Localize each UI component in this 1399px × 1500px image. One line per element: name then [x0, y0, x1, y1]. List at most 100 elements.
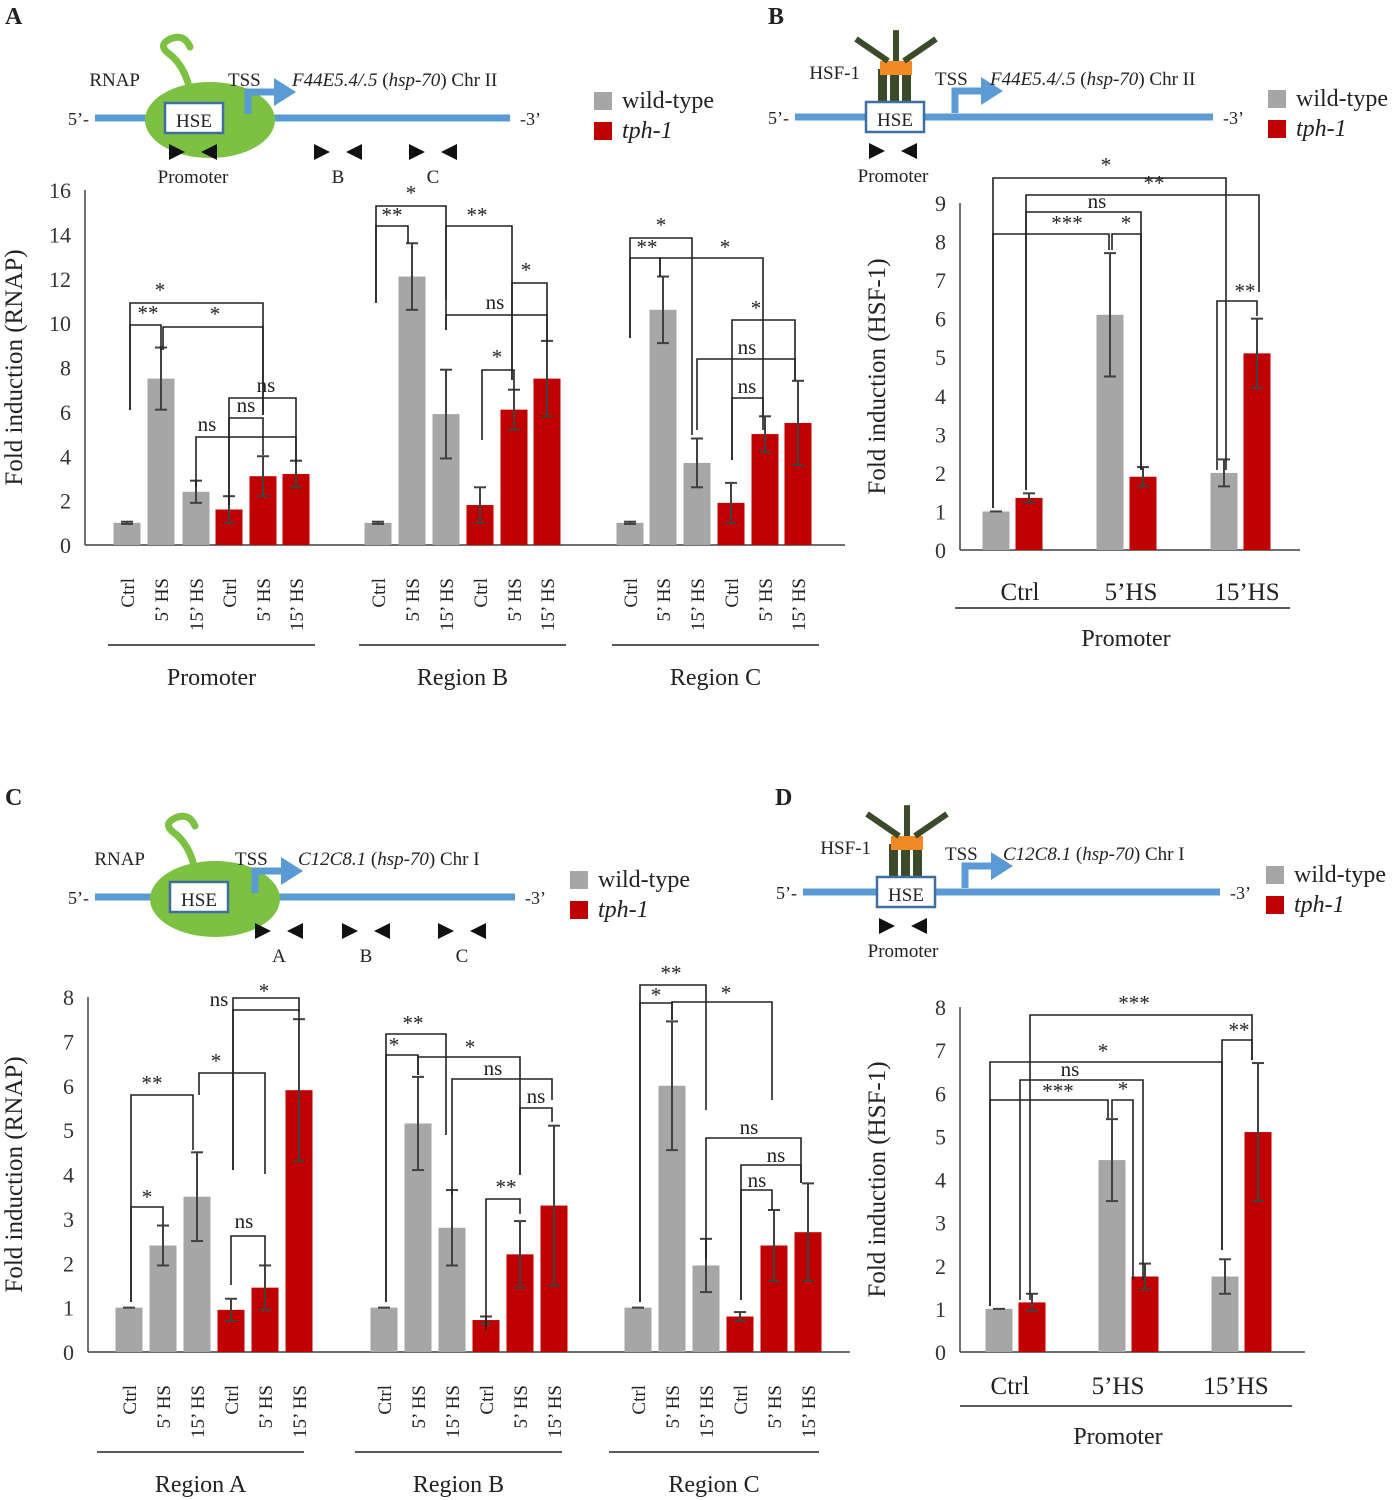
y-tick-label: 7 — [935, 268, 946, 293]
bar — [649, 309, 677, 545]
significance-bracket — [130, 1094, 194, 1302]
category-tick-label: 15’ HS — [538, 578, 559, 631]
significance-bracket — [731, 397, 764, 460]
bar — [624, 1307, 652, 1352]
significance-bracket — [1216, 300, 1258, 470]
group-label: Region B — [413, 1472, 504, 1498]
tss-arrowhead-icon — [274, 78, 296, 106]
significance-label: * — [492, 345, 503, 369]
y-tick-label: 1 — [63, 1296, 74, 1321]
y-tick-label: 6 — [63, 1074, 74, 1099]
bar — [616, 522, 644, 545]
five-prime-label: 5’- — [768, 108, 789, 128]
category-tick-label: Ctrl — [471, 578, 492, 608]
significance-bracket — [129, 324, 162, 410]
significance-label: * — [721, 981, 732, 1005]
significance-label: ** — [382, 203, 403, 227]
category-tick-label: 15’ HS — [799, 1385, 820, 1438]
hsf-subunit-icon — [902, 69, 911, 105]
y-tick-label: 10 — [49, 311, 71, 336]
significance-label: ** — [661, 961, 682, 985]
primer-reverse-icon — [911, 918, 927, 934]
significance-label: * — [211, 1049, 222, 1073]
group-label: Promoter — [1073, 1424, 1162, 1450]
rnap-tail-icon — [160, 33, 194, 87]
y-tick-label: 8 — [60, 356, 71, 381]
hsf-subunit-icon — [878, 69, 887, 105]
tss-arrowhead-icon — [981, 77, 1003, 105]
bar — [1129, 476, 1157, 550]
gene-schematic: 5’- -3’ HSF-1 HSE TSS F44E5.4/.5 (hsp-70) Chr… — [768, 30, 1244, 187]
significance-label: ns — [198, 412, 217, 436]
category-tick-label: 15’ HS — [290, 1385, 311, 1438]
group-label: Promoter — [1081, 626, 1170, 652]
category-tick-label: Ctrl — [375, 1385, 396, 1415]
category-tick-label: 5’ HS — [765, 1385, 786, 1428]
category-tick-label: Ctrl — [722, 578, 743, 608]
category-label: 15’HS — [1203, 1373, 1268, 1400]
significance-label: ns — [738, 374, 757, 398]
significance-label: ns — [235, 1209, 254, 1233]
hse-label: HSE — [181, 890, 217, 911]
significance-bracket — [417, 1056, 521, 1175]
hse-label: HSE — [888, 885, 924, 906]
hsf-arm-icon — [854, 36, 890, 64]
legend-wt-label: wild-type — [1296, 86, 1388, 112]
significance-bracket — [696, 358, 796, 430]
significance-label: * — [1118, 1077, 1129, 1101]
legend-tph1-label: tph-1 — [598, 897, 649, 923]
category-tick-label: 15’ HS — [443, 1385, 464, 1438]
significance-bracket — [130, 1206, 164, 1302]
significance-bracket — [198, 1072, 266, 1174]
bar — [726, 1316, 754, 1352]
category-tick-label: 15’ HS — [697, 1385, 718, 1438]
primer-forward-icon — [169, 144, 185, 160]
significance-bracket — [519, 1107, 553, 1175]
legend-wt-label: wild-type — [622, 88, 714, 114]
legend-swatch-wt — [594, 92, 612, 110]
five-prime-label: 5’- — [68, 109, 89, 129]
category-tick-label: 5’ HS — [505, 578, 526, 621]
significance-label: ns — [486, 290, 505, 314]
y-tick-label: 5 — [935, 1124, 946, 1149]
significance-label: ns — [257, 373, 276, 397]
hsf-subunit-icon — [889, 844, 898, 880]
significance-label: ns — [527, 1084, 546, 1108]
panel-letter-a: A — [5, 4, 23, 30]
y-axis-title: Fold induction (HSF-1) — [864, 258, 891, 494]
y-tick-label: 2 — [63, 1251, 74, 1276]
significance-bracket — [1025, 194, 1260, 490]
significance-bracket — [671, 1001, 773, 1100]
y-tick-label: 1 — [935, 1297, 946, 1322]
primer-forward-icon — [409, 144, 425, 160]
significance-label: * — [656, 213, 667, 237]
primer-forward-icon — [314, 144, 330, 160]
significance-label: *** — [1051, 211, 1083, 235]
y-axis-title: Fold induction (RNAP) — [1, 249, 28, 485]
category-tick-label: 15’ HS — [437, 578, 458, 631]
category-tick-label: 15’ HS — [688, 578, 709, 631]
hse-box — [168, 880, 230, 914]
significance-label: ns — [748, 1168, 767, 1192]
primer-label: C — [456, 946, 469, 967]
y-tick-label: 0 — [935, 538, 946, 563]
category-label: Ctrl — [991, 1373, 1030, 1400]
hsf-subunit-icon — [890, 69, 899, 105]
group-label: Promoter — [167, 665, 256, 691]
group-label: Region C — [668, 1472, 759, 1498]
significance-bracket — [230, 1235, 266, 1285]
legend-swatch-tph1 — [1266, 896, 1284, 914]
category-tick-label: 5’ HS — [254, 578, 275, 621]
category-tick-label: 5’ HS — [152, 578, 173, 621]
category-tick-label: 5’ HS — [154, 1385, 175, 1428]
rnap-tail-icon — [165, 812, 199, 866]
significance-label: * — [155, 278, 166, 302]
significance-label: *** — [1118, 991, 1150, 1015]
significance-label: * — [142, 1185, 153, 1209]
y-tick-label: 0 — [60, 533, 71, 558]
significance-bracket — [1111, 233, 1142, 470]
significance-label: * — [1098, 1039, 1109, 1063]
category-tick-label: 5’ HS — [511, 1385, 532, 1428]
significance-bracket — [195, 436, 297, 487]
panel-letter-b: B — [768, 4, 784, 30]
